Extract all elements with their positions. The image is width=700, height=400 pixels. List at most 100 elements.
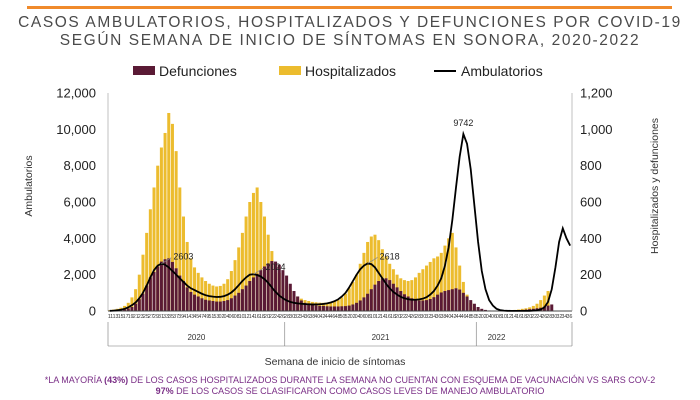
bar-defunciones: [432, 297, 436, 311]
bar-hospitalizados: [531, 305, 535, 311]
bar-defunciones: [344, 306, 348, 311]
footnote-2-percent: 97%: [155, 386, 174, 396]
bar-defunciones: [546, 305, 550, 311]
bar-hospitalizados: [358, 263, 362, 311]
bar-defunciones: [391, 283, 395, 311]
x-week-label: 36: [567, 314, 573, 320]
x-week-label: 02: [350, 314, 356, 320]
bar-defunciones: [185, 287, 189, 311]
x-week-label: 37: [173, 314, 179, 320]
y-left-tick-label: 2,000: [63, 267, 96, 282]
chart-title-line-2: SEGÚN SEMANA DE INICIO DE SÍNTOMAS EN SO…: [59, 32, 641, 49]
bar-defunciones: [274, 261, 278, 311]
x-week-label: 24: [536, 314, 542, 320]
bar-defunciones: [388, 280, 392, 311]
x-week-label: 16: [516, 314, 522, 320]
bar-hospitalizados: [211, 285, 215, 311]
x-week-label: 31: [158, 314, 164, 320]
bar-defunciones: [542, 306, 546, 311]
legend-label-hospitalizados: Hospitalizados: [305, 63, 396, 79]
bar-defunciones: [222, 301, 226, 311]
bar-hospitalizados: [417, 272, 421, 311]
bar-defunciones: [402, 294, 406, 311]
y-left-tick-label: 0: [89, 304, 96, 319]
x-week-label: 10: [370, 314, 376, 320]
footnote-1-percent: (43%): [104, 375, 129, 385]
bar-defunciones: [421, 300, 425, 311]
bar-defunciones: [454, 288, 458, 311]
bar-defunciones: [263, 266, 267, 311]
y-left-tick-label: 4,000: [63, 231, 96, 246]
bar-hospitalizados: [159, 147, 163, 311]
x-week-label: 44: [456, 314, 462, 320]
legend-label-defunciones: Defunciones: [159, 63, 237, 79]
bar-defunciones: [156, 266, 160, 311]
bar-hospitalizados: [432, 258, 436, 311]
x-week-label: 18: [390, 314, 396, 320]
x-week-label: 46: [330, 314, 336, 320]
bar-defunciones: [329, 306, 333, 311]
bar-hospitalizados: [332, 301, 336, 311]
x-week-label: 44: [324, 314, 330, 320]
bar-hospitalizados: [156, 165, 160, 311]
bar-defunciones: [174, 268, 178, 311]
x-week-label: 32: [425, 314, 431, 320]
x-week-label: 17: [123, 314, 129, 320]
y-axis-right-title: Hospitalizados y defunciones: [649, 118, 661, 254]
x-week-label: 22: [531, 314, 537, 320]
bar-hospitalizados: [185, 241, 189, 311]
x-week-label: 26: [410, 314, 416, 320]
x-week-label: 06: [491, 314, 497, 320]
bar-defunciones: [181, 281, 185, 311]
bar-hospitalizados: [218, 285, 222, 311]
bar-defunciones: [152, 271, 156, 311]
x-week-label: 10: [501, 314, 507, 320]
x-week-label: 04: [486, 314, 492, 320]
bar-hospitalizados: [410, 280, 414, 311]
legend-swatch-hospitalizados: [279, 66, 301, 75]
bar-defunciones: [233, 295, 237, 311]
bar-hospitalizados: [152, 187, 156, 311]
x-week-label: 30: [551, 314, 557, 320]
x-week-label: 43: [188, 314, 194, 320]
x-week-label: 48: [335, 314, 341, 320]
x-week-label: 47: [198, 314, 204, 320]
bar-defunciones: [163, 259, 167, 311]
bar-defunciones: [461, 292, 465, 311]
bar-defunciones: [413, 299, 417, 311]
peak-label: 2618: [380, 251, 400, 261]
bar-hospitalizados: [439, 252, 443, 311]
x-week-label: 06: [229, 314, 235, 320]
bar-hospitalizados: [447, 238, 451, 311]
bar-hospitalizados: [369, 236, 373, 311]
x-week-label: 14: [249, 314, 255, 320]
bar-defunciones: [204, 299, 208, 311]
x-week-label: 34: [562, 314, 568, 320]
y-left-tick-label: 6,000: [63, 195, 96, 210]
bar-hospitalizados: [366, 241, 370, 311]
x-week-label: 36: [435, 314, 441, 320]
bar-hospitalizados: [134, 289, 138, 311]
bar-defunciones: [145, 285, 149, 311]
bar-defunciones: [303, 302, 307, 311]
bar-defunciones: [439, 292, 443, 311]
bar-defunciones: [358, 300, 362, 311]
bar-defunciones: [281, 270, 285, 312]
bar-defunciones: [406, 296, 410, 311]
x-week-label: 14: [511, 314, 517, 320]
bar-hospitalizados: [145, 232, 149, 311]
x-week-label: 32: [556, 314, 562, 320]
x-week-label: 12: [375, 314, 381, 320]
y-left-tick-label: 12,000: [56, 86, 96, 101]
x-week-label: 19: [128, 314, 134, 320]
bar-hospitalizados: [222, 283, 226, 311]
bar-hospitalizados: [163, 132, 167, 311]
y-right-tick-label: 200: [580, 267, 602, 282]
x-week-label: 18: [521, 314, 527, 320]
bar-defunciones: [215, 301, 219, 311]
footnote-1-pre: *LA MAYORÍA: [44, 375, 105, 385]
x-week-label: 25: [143, 314, 149, 320]
bar-hospitalizados: [535, 303, 539, 311]
bar-hospitalizados: [237, 247, 241, 311]
chart-title: CASOS AMBULATORIOS, HOSPITALIZADOS Y DEF…: [0, 14, 700, 50]
